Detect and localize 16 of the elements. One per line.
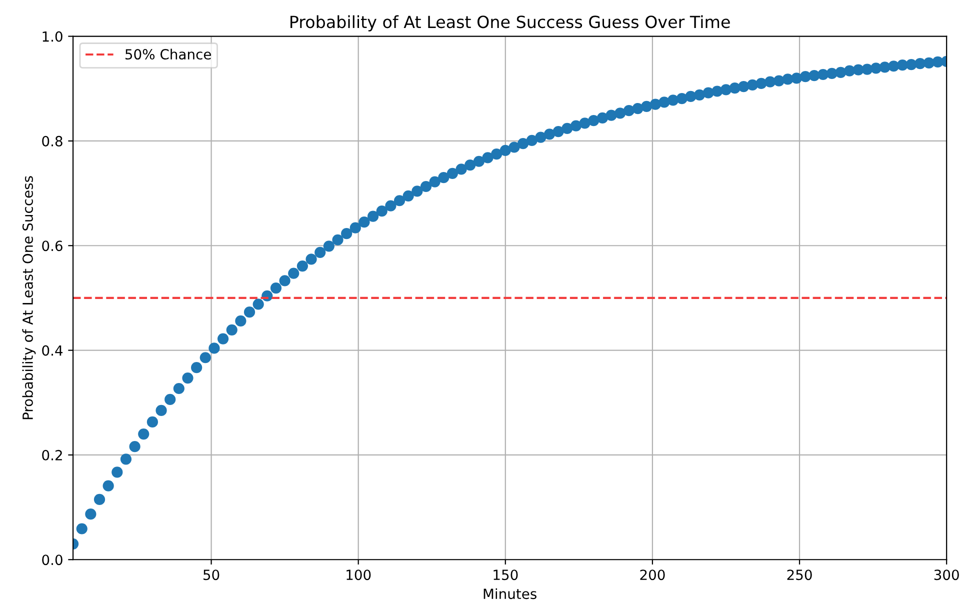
y-axis-title: Probability of At Least One Success — [22, 176, 36, 420]
y-tick-label: 1.0 — [42, 31, 62, 42]
chart-title: Probability of At Least One Success Guess Over Time — [290, 15, 730, 32]
x-tick-label: 250 — [787, 570, 812, 580]
x-tick-label: 300 — [934, 570, 959, 580]
y-tick-label: 0.0 — [42, 554, 62, 566]
x-tick-label: 200 — [640, 570, 665, 580]
y-tick-label: 0.6 — [42, 240, 62, 252]
y-tick-label: 0.8 — [42, 136, 62, 146]
x-tick-label: 50 — [204, 570, 220, 580]
x-axis-title: Minutes — [484, 588, 536, 600]
x-tick-label: 100 — [346, 570, 371, 580]
y-tick-label: 0.2 — [42, 450, 62, 460]
y-tick-label: 0.4 — [42, 345, 63, 356]
legend-label: 50% Chance — [125, 48, 211, 60]
x-tick-label: 150 — [494, 570, 518, 580]
